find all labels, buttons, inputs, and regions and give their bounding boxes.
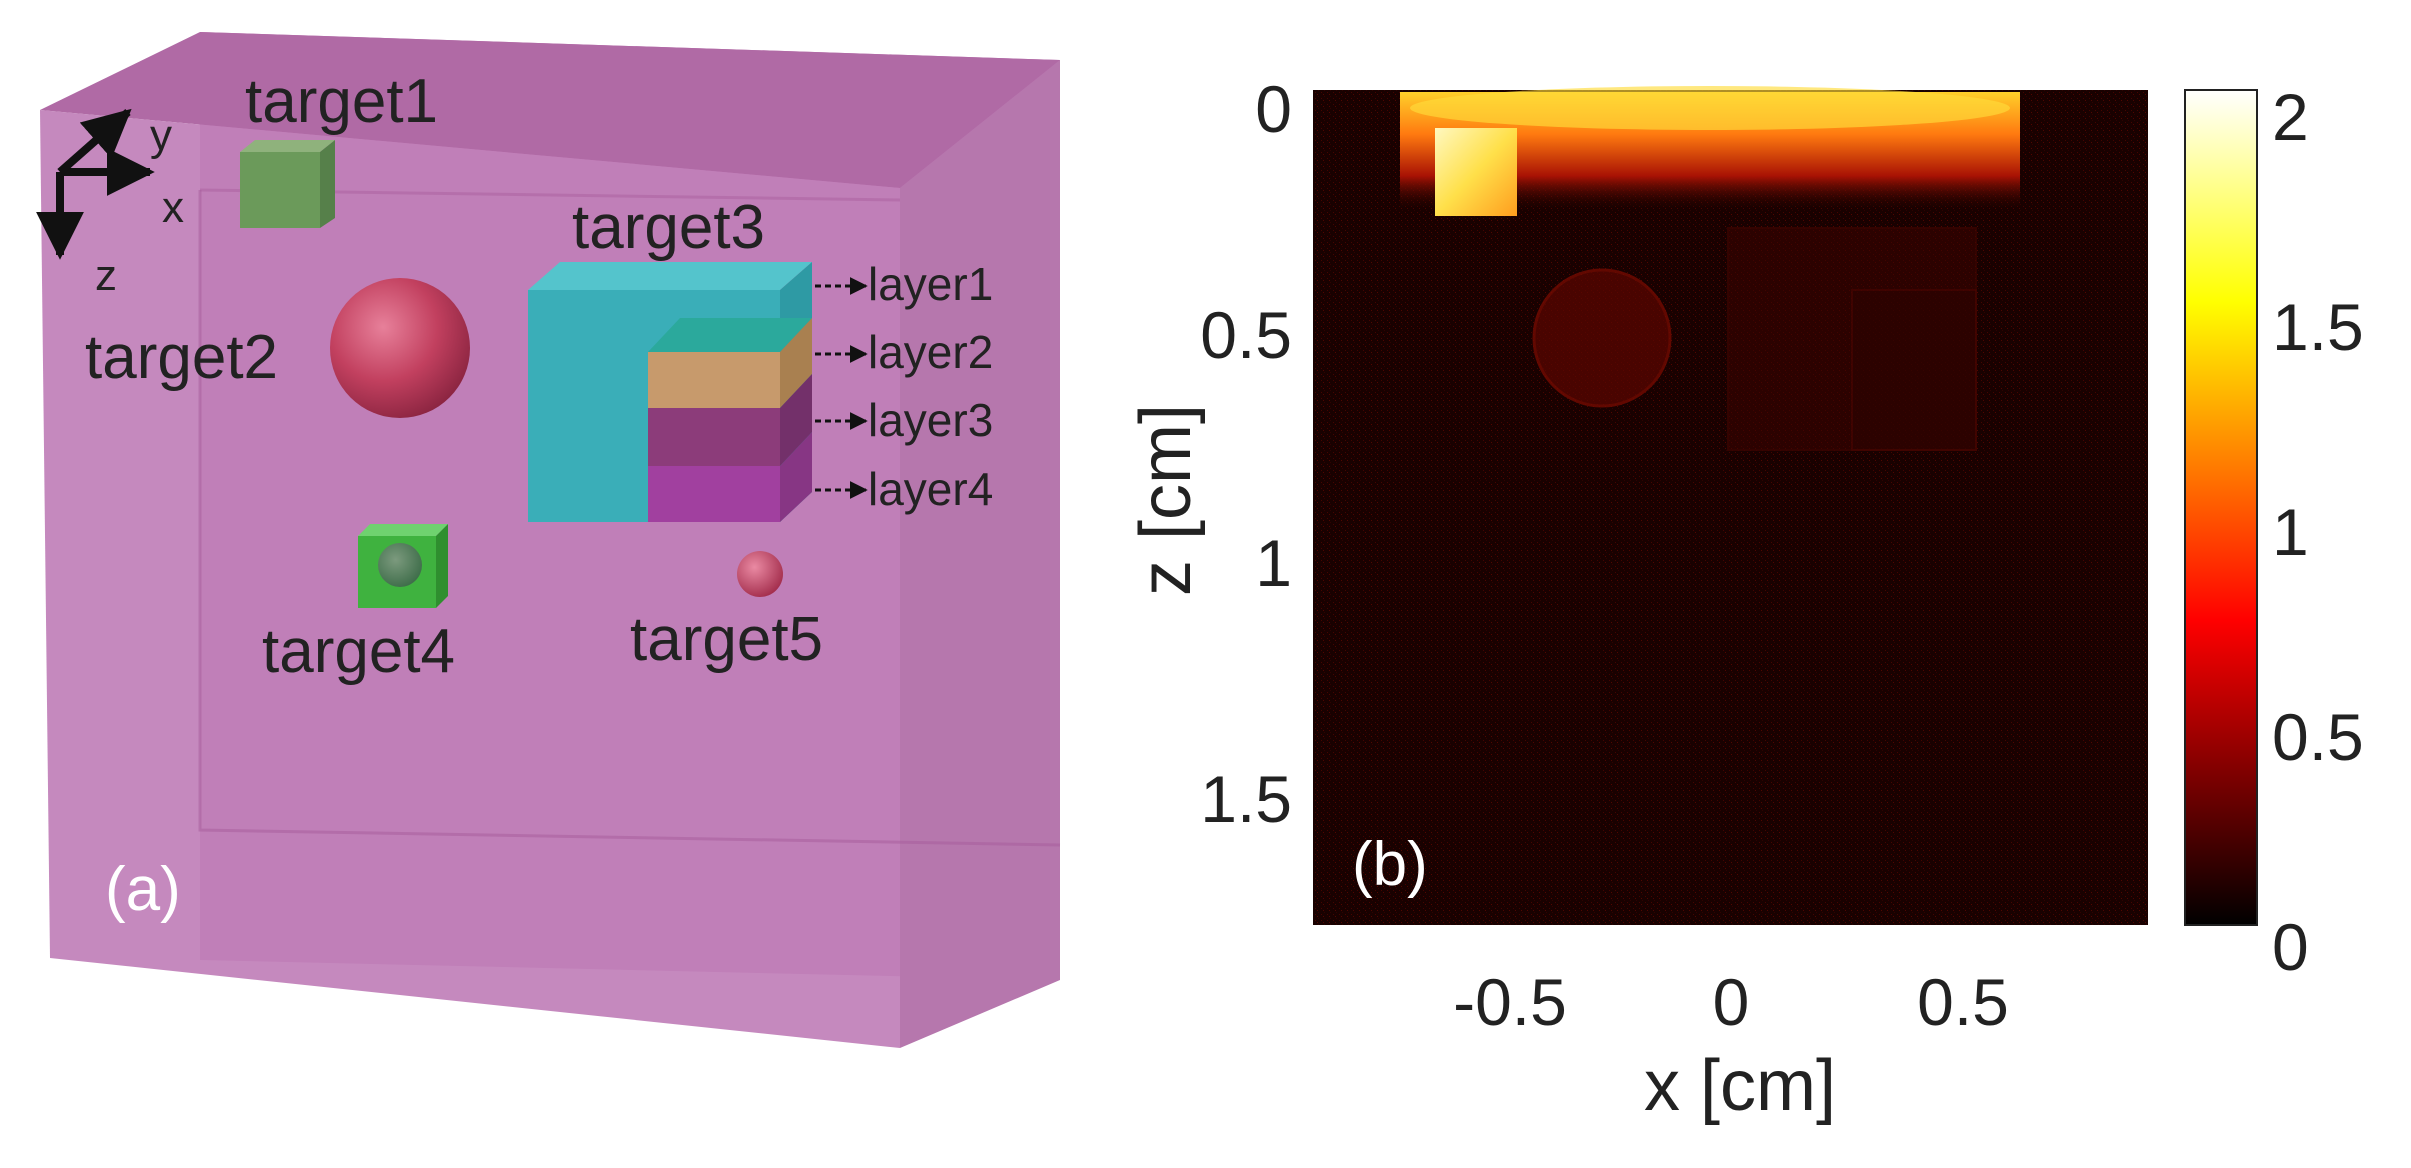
heatmap-target1	[1435, 128, 1517, 216]
axes-triad: y x z	[36, 108, 184, 300]
layer1-top	[648, 318, 812, 352]
colorbar-tick-label: 1	[2272, 495, 2309, 569]
colorbar-ticks: 0 0.5 1 1.5 2	[2272, 80, 2364, 984]
panel-a-phantom: y x z target1 target2 target3	[36, 32, 1061, 1048]
phantom-inner-edge	[198, 190, 1061, 847]
target1-cube	[240, 140, 335, 228]
target2-label: target2	[85, 323, 278, 392]
colorbar	[2184, 89, 2258, 926]
target1-label: target1	[245, 67, 438, 136]
colorbar-tick-label: 2	[2272, 80, 2309, 154]
heatmap-target3-inner	[1851, 289, 1977, 451]
panel-b-heatmap: (b) -0.5 0 0.5 x [cm] 0 0.5 1 1.5 z [cm]…	[1126, 72, 2364, 1126]
target3-cube	[528, 262, 812, 522]
x-tick-label: 0	[1713, 965, 1750, 1039]
colorbar-tick-label: 0.5	[2272, 700, 2364, 774]
target3-label: target3	[572, 193, 765, 262]
layer4-label: layer4	[868, 463, 993, 515]
z-axis-label: z [cm]	[1126, 404, 1206, 596]
x-axis-label: x [cm]	[1644, 1046, 1836, 1126]
target4-label: target4	[262, 617, 455, 686]
layer4-block	[648, 466, 780, 522]
target5-label: target5	[630, 605, 823, 674]
x-tick-label: 0.5	[1917, 965, 2009, 1039]
target4-cube	[358, 524, 448, 608]
z-tick-label: 1	[1255, 526, 1292, 600]
x-axis: -0.5 0 0.5	[1453, 965, 2009, 1039]
axis-label-y: y	[150, 111, 172, 160]
z-axis: 0 0.5 1 1.5	[1200, 72, 1292, 836]
panel-a-label: (a)	[105, 855, 181, 924]
colorbar-tick-label: 0	[2272, 910, 2309, 984]
axis-label-z: z	[95, 251, 117, 300]
target2-sphere	[330, 278, 470, 418]
layer3-block	[648, 408, 780, 466]
phantom-top-face	[40, 32, 1060, 188]
phantom-right-face	[900, 60, 1060, 1048]
target5-sphere	[737, 551, 783, 597]
layer2-block	[648, 352, 780, 408]
target4-inner-sphere	[378, 543, 422, 587]
z-tick-label: 1.5	[1200, 762, 1292, 836]
panel-b-label: (b)	[1352, 830, 1428, 899]
z-tick-label: 0.5	[1200, 298, 1292, 372]
layer2-label: layer2	[868, 326, 993, 378]
layer1-label: layer1	[868, 258, 993, 310]
colorbar-tick-label: 1.5	[2272, 290, 2364, 364]
layer3-label: layer3	[868, 394, 993, 446]
layer-annotations: layer1 layer2 layer3 layer4	[815, 258, 993, 515]
axis-label-x: x	[162, 183, 184, 232]
heatmap-target2	[1532, 268, 1672, 408]
z-tick-label: 0	[1255, 72, 1292, 146]
x-tick-label: -0.5	[1453, 965, 1567, 1039]
